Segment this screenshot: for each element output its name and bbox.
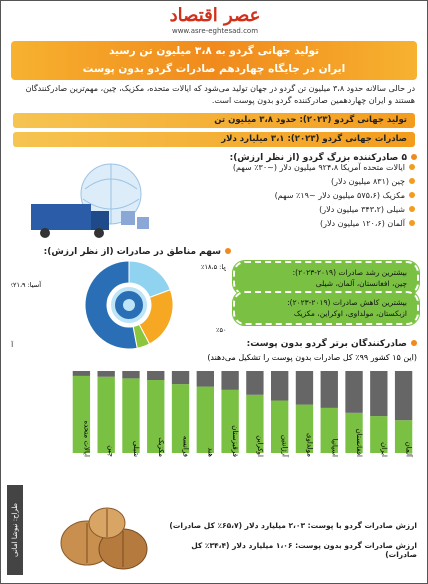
x-tick-label: آلمان [405,442,414,458]
banner: تولید جهانی گردو به ۳،۸ میلیون تن رسید ا… [11,41,417,80]
bar-segment [97,371,115,377]
pie-slice [84,260,138,350]
x-tick-label: هند [206,448,214,458]
bar-segment [394,420,413,453]
bar-segment [122,371,140,379]
designer: طراح: نیوشا امانی [7,485,23,575]
x-tick-label: فرانسه [182,436,190,457]
bar-segment [246,371,264,395]
x-tick-label: ایالات متحده [82,420,90,457]
bar-segment [320,371,338,408]
x-tick-label: افغانستان [355,429,363,457]
logo-name: عصر اقتصاد [169,5,261,26]
callout: بیشترین کاهش صادرات (۲۰۱۹-۲۰۲۳): ازبکستان… [232,290,420,326]
x-tick-label: اسپانیا [330,439,338,457]
walnut-illustration [60,507,148,570]
total-line: ارزش صادرات گردو با پوست: ۲،۰۳ میلیارد د… [169,521,417,530]
title: تولید جهانی گردو به ۳،۸ میلیون تن رسید [108,45,320,57]
bar-segment [370,371,388,417]
callout-text: چین، افغانستان، آلمان، شیلی [315,279,407,288]
bar-segment [147,371,165,381]
section-title: صادرکنندگان برتر گردو بدون پوست: [247,339,417,349]
list-item: آلمان (۱۲۰،۶ میلیون دلار) [165,217,415,231]
bar-segment [122,378,140,453]
pie-label: آمریکای لاتین: ۴،۵٪ [11,340,14,349]
bar-segment [221,371,239,390]
list-item: چین (۸۳۱ میلیون دلار) [165,175,415,189]
pie-label: آمریکای شمالی: ۵۰،۶٪ [216,325,226,334]
bar-segment [295,404,314,453]
section-title: ۵ صادرکننده بزرگ گردو (از نظر ارزش): [230,153,417,163]
callout: بیشترین رشد صادرات (۲۰۱۹-۲۰۲۳): چین، افغا… [232,260,420,296]
logo-url: www.asre-eghtesad.com [171,27,259,35]
bar-segment [246,394,264,453]
bar-segment [196,371,214,387]
list-item: ایالات متحده آمریکا ۹۲۴،۸ میلیون دلار (~… [165,161,415,175]
total-line: ارزش صادرات گردو بدون پوست: ۱،۰۶ میلیارد… [191,541,417,559]
bar-segment [320,407,338,453]
bar-segment [171,384,190,453]
fact: صادرات جهانی گردو (۲۰۲۳): ۳،۱ میلیارد دل… [13,132,415,147]
pie-center-dot [123,299,135,311]
fact: تولید جهانی گردو (۲۰۲۳): حدود ۳،۸ میلیون… [13,113,415,128]
x-tick-label: شیلی [132,441,140,457]
bar-segment [171,371,190,385]
x-tick-label: قرقیزستان [231,425,239,457]
bar-chart: ایالات متحده چین شیلی مکزیک فرانسه هند قرقیزست… [72,371,414,458]
bar-segment [345,371,363,413]
x-tick-label: اوکراین [256,435,264,457]
bar-segment [345,412,363,453]
intro: در حالی سالانه حدود ۳،۸ میلیون تن گردو د… [25,84,415,105]
bar-segment [196,386,214,453]
bar-segment [72,375,91,453]
pie-label: آسیا: ۲۱،۹٪ [11,280,42,289]
subtitle: ایران در جایگاه چهاردهم صادرات گردو بدون… [82,63,346,75]
x-tick-label: ایران [380,442,388,457]
pie-label: اروپا: ۱۸،۵٪ [201,263,226,271]
x-tick-label: آرژانتین [281,435,290,458]
section-title: سهم مناطق در صادرات (از نظر ارزش): [44,247,231,257]
bar-segment [271,400,289,453]
bar-segment [394,371,413,421]
bar-segment [97,376,115,453]
callout-title: بیشترین رشد صادرات (۲۰۱۹-۲۰۲۳): [292,268,407,277]
bar-segment [370,416,388,453]
top5-list: ایالات متحده آمریکا ۹۲۴،۸ میلیون دلار (~… [165,161,415,231]
bar-segment [295,371,314,405]
logo: عصر اقتصاد www.asre-eghtesad.com [151,5,279,35]
callout-title: بیشترین کاهش صادرات (۲۰۱۹-۲۰۲۳): [287,298,407,307]
pie-chart: اروپا: ۱۸،۵٪ آسیا: ۲۱،۹٪ آمریکای لاتین: ۴،… [11,260,226,350]
bar-segment [271,371,289,401]
callout-text: ازبکستان، مولداوی، اوکراین، مکزیک [293,309,407,318]
bar-segment [147,380,165,453]
list-item: شیلی (۳۴۳،۲ میلیون دلار) [165,203,415,217]
trade-illustration [31,163,149,238]
x-tick-label: چین [107,445,115,457]
x-tick-label: مولداوی [305,433,313,457]
list-item: مکزیک (۵۷۵،۶ میلیون دلار ~۱۹٪ سهم) [165,189,415,203]
x-tick-label: مکزیک [157,437,165,457]
bar-segment [72,371,91,376]
chart-subtitle: (این ۱۵ کشور ۹۹٪ کل صادرات بدون پوست را … [207,353,417,362]
bar-segment [221,389,239,453]
